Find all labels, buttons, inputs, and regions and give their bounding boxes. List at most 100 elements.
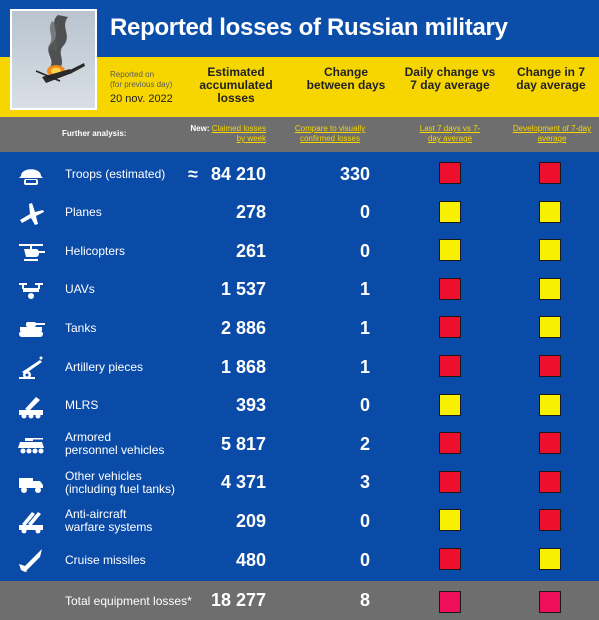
- link-last-7-days[interactable]: Last 7 days vs 7-day average: [414, 124, 486, 144]
- daily-vs-average-indicator: [439, 316, 461, 339]
- daily-change-value: 0: [359, 202, 370, 223]
- daily-vs-average-indicator: [439, 393, 461, 416]
- daily-change-value: 1: [359, 356, 370, 377]
- daily-change-value: 330: [339, 163, 370, 184]
- accumulated-value: 5 817: [220, 433, 266, 454]
- daily-vs-average-indicator: [439, 239, 461, 262]
- daily-vs-average-indicator: [439, 509, 461, 532]
- further-analysis-label: Further analysis:: [62, 129, 127, 138]
- link-last7-text[interactable]: Last 7 days vs 7-day average: [419, 124, 481, 143]
- average-change-indicator: [539, 548, 561, 570]
- daily-change-value: 3: [359, 472, 370, 493]
- daily-change-value: 0: [359, 549, 370, 570]
- total-change: 8: [359, 590, 370, 610]
- anti-aircraft-icon: [16, 506, 46, 536]
- column-header-change: Change between days: [306, 65, 386, 92]
- table-row: Tanks 2 886 1: [0, 309, 599, 347]
- daily-change-value: 0: [359, 395, 370, 416]
- daily-vs-average-indicator: [439, 432, 461, 455]
- daily-change-value: 1: [359, 279, 370, 300]
- daily-vs-average-indicator: [439, 162, 461, 184]
- average-change-indicator: [539, 162, 561, 184]
- accumulated-value: 84 210: [210, 163, 266, 184]
- approx-symbol: ≈: [188, 163, 198, 184]
- table-row: UAVs 1 537 1: [0, 271, 599, 309]
- link-development-text[interactable]: Development of 7-day average: [512, 124, 592, 143]
- average-change-indicator: [539, 470, 561, 493]
- accumulated-value: 209: [235, 510, 266, 531]
- daily-vs-average-indicator: [439, 200, 461, 223]
- row-label: Helicopters: [65, 243, 126, 258]
- column-header-accumulated: Estimated accumulated losses: [199, 65, 273, 105]
- tank-icon: [16, 313, 46, 343]
- average-change-indicator: [539, 393, 561, 416]
- artillery-icon: [16, 352, 46, 382]
- daily-change-value: 0: [359, 240, 370, 261]
- missile-icon: [16, 545, 46, 575]
- link-claimed-losses-by-week[interactable]: New: Claimed losses by week: [186, 124, 266, 144]
- plane-icon: [16, 198, 46, 228]
- drone-icon: [16, 275, 46, 305]
- page-title: Reported losses of Russian military: [110, 14, 508, 41]
- accumulated-value: 278: [235, 202, 266, 223]
- link-compare-text[interactable]: Compare to visually confirmed losses: [294, 124, 366, 143]
- row-label: Planes: [65, 205, 102, 220]
- report-date: 20 nov. 2022: [110, 93, 173, 105]
- total-trend-indicator: [539, 591, 561, 613]
- table-row: Other vehicles (including fuel tanks) 4 3…: [0, 464, 599, 502]
- daily-change-value: 2: [359, 433, 370, 454]
- average-change-indicator: [539, 200, 561, 223]
- accumulated-value: 1 537: [220, 279, 266, 300]
- accumulated-value: 1 868: [220, 356, 266, 377]
- table-row: Troops (estimated) ≈84 210 330: [0, 155, 599, 193]
- reported-on-label: Reported on: [110, 70, 155, 79]
- daily-vs-average-indicator: [439, 548, 461, 570]
- accumulated-value: 393: [235, 395, 266, 416]
- further-analysis-bar: [0, 117, 599, 152]
- reported-on-note: Reported on (for previous day): [110, 70, 172, 90]
- table-row: MLRS 393 0: [0, 387, 599, 425]
- daily-change-value: 0: [359, 510, 370, 531]
- row-label: Troops (estimated): [65, 166, 166, 181]
- daily-vs-average-indicator: [439, 277, 461, 300]
- average-change-indicator: [539, 432, 561, 455]
- row-label: MLRS: [65, 398, 99, 413]
- accumulated-value: 480: [235, 549, 266, 570]
- column-header-average-change: Change in 7 day average: [516, 65, 586, 92]
- apc-icon: [16, 429, 46, 459]
- helicopter-icon: [16, 236, 46, 266]
- table-row: Anti-aircraft warfare systems 209 0: [0, 502, 599, 540]
- row-label: Anti-aircraft warfare systems: [65, 507, 153, 535]
- row-label: Armored personnel vehicles: [65, 430, 165, 458]
- average-change-indicator: [539, 239, 561, 262]
- header-yellow-band: [0, 57, 599, 117]
- average-change-indicator: [539, 509, 561, 532]
- accumulated-value: 261: [235, 240, 266, 261]
- link-claimed-losses-text[interactable]: Claimed losses by week: [211, 124, 266, 143]
- daily-change-value: 1: [359, 317, 370, 338]
- average-change-indicator: [539, 277, 561, 300]
- table-row: Armored personnel vehicles 5 817 2: [0, 425, 599, 463]
- table-row: Artillery pieces 1 868 1: [0, 348, 599, 386]
- row-label: Tanks: [65, 320, 97, 335]
- table-row: Helicopters 261 0: [0, 232, 599, 270]
- row-label: Artillery pieces: [65, 359, 144, 374]
- total-row: Total equipment losses* 18 277 8: [0, 581, 599, 620]
- average-change-indicator: [539, 355, 561, 377]
- table-row: Cruise missiles 480 0: [0, 541, 599, 579]
- helmet-icon: [16, 159, 46, 189]
- link-development-7-day-average[interactable]: Development of 7-day average: [510, 124, 594, 144]
- column-header-daily-vs-average: Daily change vs 7 day average: [404, 65, 496, 92]
- average-change-indicator: [539, 316, 561, 339]
- table-row: Planes 278 0: [0, 194, 599, 232]
- daily-vs-average-indicator: [439, 355, 461, 377]
- link-compare-visually-confirmed[interactable]: Compare to visually confirmed losses: [281, 124, 379, 144]
- total-label: Total equipment losses*: [65, 593, 192, 608]
- header-top-band: [0, 0, 599, 57]
- row-label: Other vehicles (including fuel tanks): [65, 468, 176, 496]
- row-label: Cruise missiles: [65, 552, 146, 567]
- reported-on-sublabel: (for previous day): [110, 80, 173, 89]
- burning-helicopter-photo: [10, 9, 97, 110]
- new-badge: New:: [190, 124, 210, 133]
